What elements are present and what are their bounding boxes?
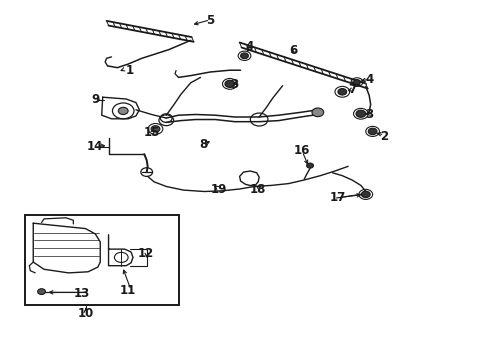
Ellipse shape	[361, 191, 369, 198]
Text: 3: 3	[230, 78, 238, 91]
Ellipse shape	[367, 128, 376, 135]
Text: 15: 15	[143, 126, 160, 139]
Text: 19: 19	[210, 183, 227, 195]
Text: 3: 3	[365, 108, 372, 121]
Ellipse shape	[151, 126, 160, 132]
Ellipse shape	[38, 289, 45, 294]
Text: 9: 9	[91, 93, 99, 105]
Ellipse shape	[355, 110, 365, 117]
Ellipse shape	[306, 163, 313, 168]
Text: 4: 4	[365, 73, 372, 86]
Text: 5: 5	[206, 14, 214, 27]
Text: 10: 10	[77, 307, 94, 320]
Text: 2: 2	[379, 130, 387, 143]
Text: 12: 12	[137, 247, 154, 260]
Text: 4: 4	[245, 40, 253, 53]
Ellipse shape	[240, 53, 248, 59]
Text: 18: 18	[249, 183, 266, 195]
Ellipse shape	[353, 80, 360, 85]
Text: 17: 17	[328, 191, 345, 204]
Text: 14: 14	[87, 140, 103, 153]
Text: 6: 6	[289, 44, 297, 57]
Text: 11: 11	[120, 284, 136, 297]
Text: 16: 16	[293, 144, 310, 157]
Ellipse shape	[311, 108, 323, 117]
Text: 8: 8	[199, 138, 206, 150]
Bar	[25, 215, 179, 305]
Text: 1: 1	[125, 64, 133, 77]
Ellipse shape	[337, 89, 346, 95]
Ellipse shape	[118, 107, 128, 114]
Text: 7: 7	[347, 83, 355, 96]
Text: 13: 13	[74, 287, 90, 300]
Ellipse shape	[224, 80, 234, 87]
